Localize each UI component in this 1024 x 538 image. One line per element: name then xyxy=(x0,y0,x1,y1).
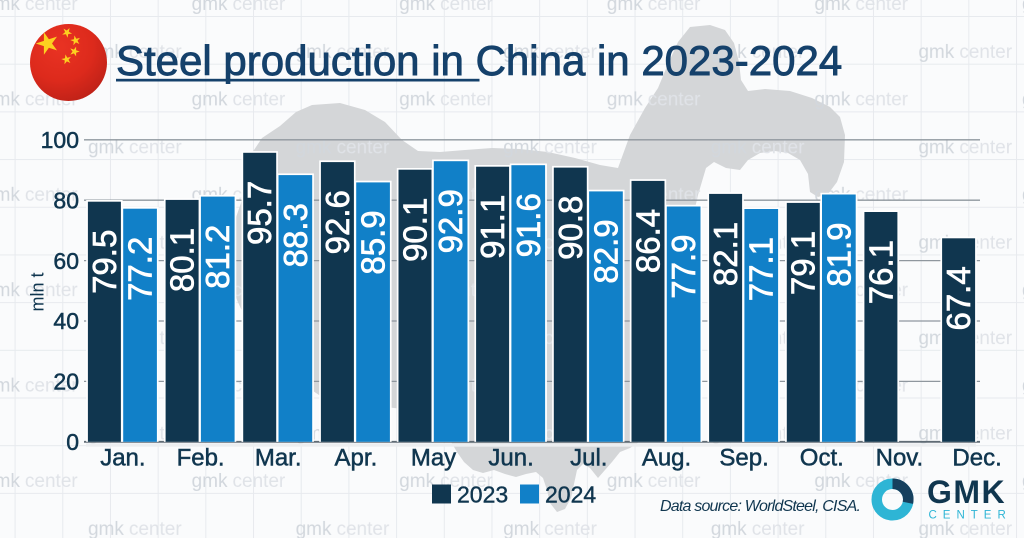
svg-text:Sep.: Sep. xyxy=(719,445,768,472)
svg-text:82.9: 82.9 xyxy=(588,219,625,283)
svg-text:88.3: 88.3 xyxy=(277,203,314,267)
svg-text:80.1: 80.1 xyxy=(164,228,201,292)
svg-text:40: 40 xyxy=(53,308,79,334)
svg-text:82.1: 82.1 xyxy=(707,222,744,286)
svg-text:100: 100 xyxy=(41,127,79,153)
svg-text:77.1: 77.1 xyxy=(743,237,780,301)
svg-text:77.9: 77.9 xyxy=(665,235,702,299)
svg-text:mln t: mln t xyxy=(28,272,48,311)
svg-text:79.5: 79.5 xyxy=(86,230,123,294)
svg-text:Jun.: Jun. xyxy=(488,445,533,472)
svg-text:May: May xyxy=(411,445,456,472)
svg-text:86.4: 86.4 xyxy=(630,209,667,273)
svg-text:Feb.: Feb. xyxy=(177,445,225,472)
svg-text:76.1: 76.1 xyxy=(862,240,899,304)
svg-text:91.6: 91.6 xyxy=(510,193,547,257)
svg-text:77.2: 77.2 xyxy=(122,237,159,301)
svg-text:Steel production in China in 2: Steel production in China in 2023-2024 xyxy=(116,37,842,84)
svg-text:90.8: 90.8 xyxy=(552,196,589,260)
svg-text:Mar.: Mar. xyxy=(255,445,302,472)
svg-text:GMK: GMK xyxy=(927,474,1006,510)
svg-text:91.1: 91.1 xyxy=(474,195,511,259)
svg-text:2024: 2024 xyxy=(545,482,596,508)
svg-text:CENTER: CENTER xyxy=(929,510,1012,522)
svg-text:95.7: 95.7 xyxy=(241,181,278,245)
svg-text:Nov.: Nov. xyxy=(876,445,924,472)
svg-text:Aug.: Aug. xyxy=(642,445,691,472)
svg-text:79.1: 79.1 xyxy=(785,231,822,295)
svg-text:Jul.: Jul. xyxy=(570,445,607,472)
svg-text:Oct.: Oct. xyxy=(800,445,844,472)
svg-text:85.9: 85.9 xyxy=(355,210,392,274)
svg-text:80: 80 xyxy=(53,187,79,213)
svg-text:90.1: 90.1 xyxy=(397,198,434,262)
svg-text:60: 60 xyxy=(53,248,79,274)
svg-text:92.9: 92.9 xyxy=(432,189,469,253)
svg-text:0: 0 xyxy=(66,429,79,455)
svg-text:81.9: 81.9 xyxy=(820,223,857,287)
svg-text:81.2: 81.2 xyxy=(199,225,236,289)
svg-text:2023: 2023 xyxy=(457,482,508,508)
svg-text:20: 20 xyxy=(53,369,79,395)
svg-text:Dec.: Dec. xyxy=(952,445,1001,472)
svg-text:Jan.: Jan. xyxy=(100,445,145,472)
svg-text:92.6: 92.6 xyxy=(319,190,356,254)
svg-text:Data source: WorldSteel, CISA.: Data source: WorldSteel, CISA. xyxy=(660,498,860,515)
svg-text:67.4: 67.4 xyxy=(940,266,977,330)
svg-text:Apr.: Apr. xyxy=(335,445,378,472)
